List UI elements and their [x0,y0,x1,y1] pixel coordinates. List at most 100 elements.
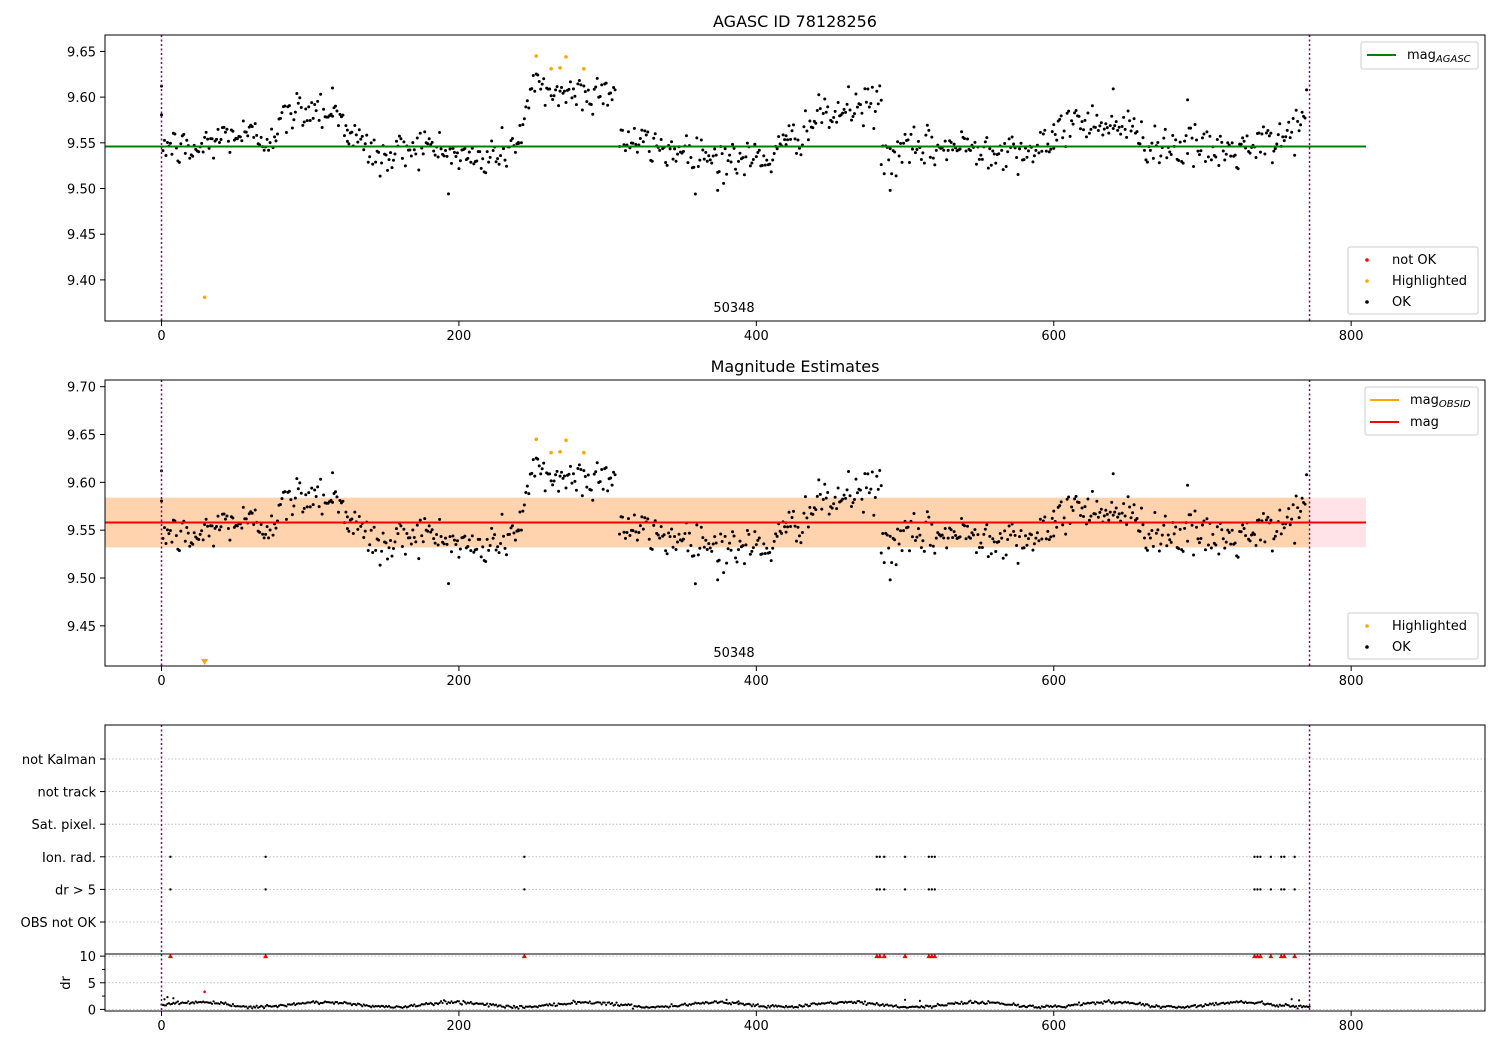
agasc-ok-point [1150,141,1154,145]
agasc-ok-point [790,129,794,133]
agasc-ok-point [296,101,300,105]
agasc-ok-point [439,147,443,151]
estimates-ok-point [848,494,852,498]
agasc-ok-point [274,139,278,143]
estimates-ok-point [1199,536,1203,540]
dr-point [741,1002,745,1005]
estimates-ok-point [1007,524,1011,528]
estimates-ok-point [1031,548,1035,552]
dr-point [850,1000,853,1003]
agasc-ok-point [455,151,459,155]
estimates-ok-point [695,523,699,527]
dr-point [316,1001,319,1004]
estimates-ok-point [1203,548,1207,552]
dr-point [1296,1007,1299,1010]
agasc-ok-point [241,119,245,123]
estimates-ok-point [261,532,265,536]
agasc-ok-point [1159,154,1163,158]
agasc-ok-point [613,88,617,92]
agasc-ok-point [454,154,458,158]
estimates-ok-point [830,506,834,510]
agasc-ok-point [875,89,879,93]
estimates-ok-point [641,527,645,531]
flag-point [169,888,172,891]
estimates-ok-point [771,546,775,550]
estimates-ok-point [560,470,564,474]
estimates-ok-point [1154,531,1158,535]
estimates-ok-point [295,477,299,481]
estimates-ok-point [881,531,885,535]
estimates-highlighted-point [582,450,586,455]
agasc-ok-point [284,131,288,135]
dr-point [686,1004,690,1007]
flag-point [1293,855,1296,858]
agasc-ok-point [1018,147,1022,151]
dr-point [1109,1000,1112,1004]
flag-point [878,888,881,891]
dr-point [1275,1004,1278,1007]
estimates-ok-point [301,510,305,514]
agasc-ok-point [1142,148,1146,152]
agasc-ok-point [487,160,491,164]
agasc-ok-point [378,174,382,178]
agasc-ok-point [732,146,736,150]
agasc-ok-point [228,150,232,154]
estimates-ok-point [943,526,947,530]
agasc-ok-point [188,156,192,160]
estimates-ok-point [512,531,516,535]
agasc-ok-point [1059,114,1063,118]
estimates-ok-point [350,517,354,521]
estimates-ok-point [594,470,598,474]
estimates-ok-point [438,517,442,521]
agasc-ok-point [1282,139,1286,143]
agasc-ok-point [966,137,969,141]
agasc-ok-point [387,158,391,162]
dr-point [1012,1002,1015,1005]
estimates-ok-point [879,484,883,488]
agasc-ok-point [350,130,354,134]
dr-point [481,1002,484,1005]
estimates-ok-point [787,510,791,514]
estimates-ok-point [458,547,462,551]
estimates-ok-point [1169,540,1173,544]
estimates-highlighted-point [534,437,539,442]
estimates-point-legend-box [1347,612,1479,660]
agasc-ok-point [1230,141,1234,145]
estimates-ok-point [1294,494,1298,498]
legend-mag-obsid-label: magOBSID [1410,393,1471,410]
dr-point [752,1003,755,1006]
agasc-ok-point [870,85,874,89]
agasc-ok-point [980,157,984,161]
dr-x-tick-label: 200 [447,1019,472,1034]
estimates-ok-point [186,531,190,535]
agasc-ok-point [1000,148,1004,152]
estimates-ok-point [1178,527,1182,531]
agasc-ok-point [1041,132,1045,136]
estimates-ok-point [1196,537,1200,541]
estimates-ok-point [621,515,624,519]
estimates-ok-point [463,534,467,538]
flag-point [264,888,267,891]
estimates-line-legend: magOBSID mag [1364,386,1479,436]
agasc-ok-point [1193,123,1197,127]
dr-point [895,1004,898,1007]
estimates-ok-point [808,505,812,509]
estimates-ok-point [726,547,730,551]
estimates-ok-point [836,486,840,490]
dr-point [960,1000,963,1003]
agasc-ok-point [708,158,712,162]
estimates-ok-point [1077,501,1081,505]
agasc-ok-point [168,141,172,145]
agasc-ok-point [1135,130,1139,134]
agasc-ok-point [621,128,624,132]
estimates-ok-point [1257,518,1261,522]
agasc-ok-point [1294,108,1298,112]
dr-point [457,1000,461,1003]
estimates-ok-point [631,529,635,533]
estimates-ok-point [864,486,868,490]
dr-point [172,997,175,1000]
estimates-ok-point [1211,532,1215,536]
estimates-ok-point [1090,489,1094,493]
estimates-ok-point [481,545,485,549]
estimates-ok-point [470,534,474,538]
